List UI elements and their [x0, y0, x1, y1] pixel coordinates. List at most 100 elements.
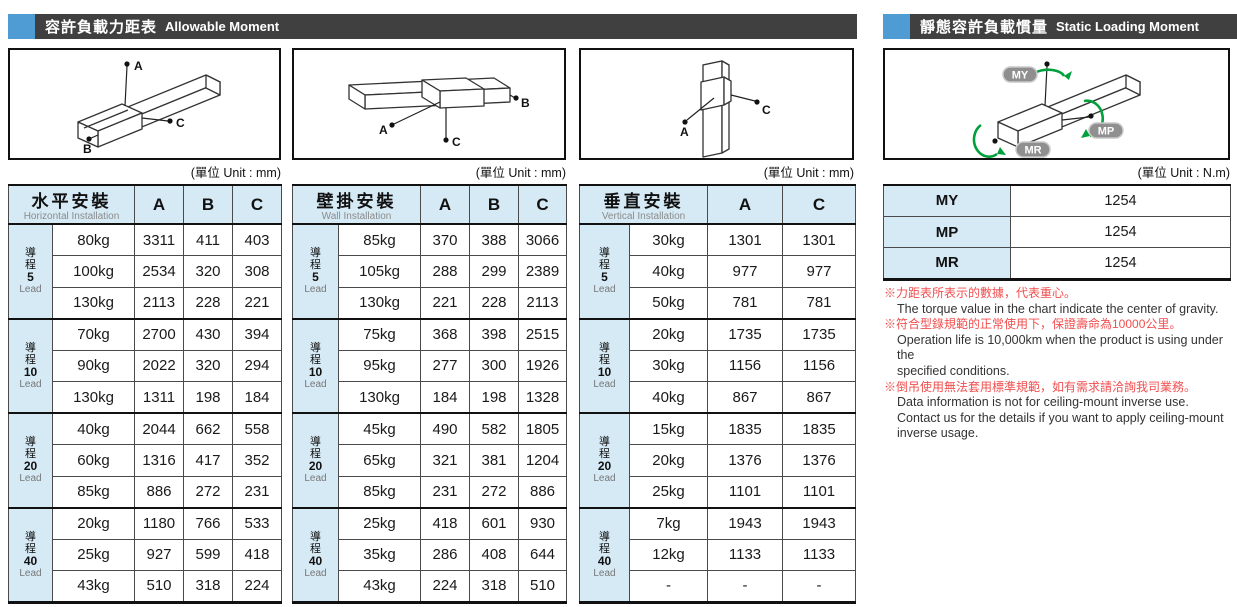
- value-cell: 318: [183, 570, 234, 603]
- value-cell: 308: [232, 255, 283, 288]
- my-arrowhead: [1064, 71, 1072, 80]
- lead-label-zh: 導程: [310, 436, 321, 461]
- value-cell: 2044: [134, 412, 185, 445]
- note-en: specified conditions.: [897, 363, 1010, 378]
- table-row: 25kg 927 599 418: [9, 538, 283, 571]
- value-cell: 272: [469, 475, 519, 508]
- section-title-en: Static Loading Moment: [1056, 19, 1200, 34]
- value-cell: 299: [469, 255, 519, 288]
- carriage-step-line: [83, 109, 129, 129]
- value-cell: 1735: [707, 317, 784, 351]
- load-cell: 130kg: [51, 286, 136, 319]
- value-cell: 417: [183, 444, 234, 477]
- header-accent-square: [883, 14, 910, 39]
- value-cell: 288: [420, 255, 470, 288]
- load-cell: 43kg: [51, 570, 136, 603]
- value-cell: 1156: [782, 349, 857, 382]
- my-axis-dot: [1044, 61, 1050, 67]
- vertical-installation-table: 垂直安裝 Vertical Installation A C 導程 5 Lead 30…: [578, 184, 857, 604]
- static-loading-table: MY 1254 MP 1254 MR 1254: [883, 184, 1231, 281]
- value-cell: 1805: [518, 412, 567, 445]
- table-title-cell: 水平安裝 Horizontal Installation: [7, 184, 136, 225]
- load-cell: 25kg: [338, 506, 421, 540]
- load-cell: 30kg: [628, 223, 709, 256]
- note-item: ※符合型錄規範的正常使用下，保證壽命為10000公里。 Operation li…: [884, 317, 1234, 379]
- lead-group-cell: 導程 10 Lead: [8, 317, 53, 414]
- value-cell: 1943: [782, 506, 857, 540]
- lead-group-cell: 導程 40 Lead: [579, 506, 630, 603]
- value-cell: 1316: [134, 444, 185, 477]
- lead-group-cell: 導程 5 Lead: [579, 223, 630, 319]
- load-cell: 45kg: [338, 412, 421, 445]
- note-en: Operation life is 10,000km when the prod…: [897, 332, 1223, 363]
- table-title-en: Vertical Installation: [601, 211, 686, 222]
- lead-label-zh: 導程: [25, 247, 36, 272]
- load-cell: 65kg: [338, 444, 421, 477]
- moment-label-cell: MP: [883, 215, 1011, 249]
- isometric-rail-drawing: A C: [680, 60, 771, 158]
- point-b-dot: [86, 136, 92, 142]
- table-row: 30kg 1156 1156: [580, 349, 857, 382]
- value-cell: 318: [469, 570, 519, 603]
- lead-label-en: Lead: [304, 378, 327, 390]
- lead-number: 20: [597, 459, 612, 474]
- rail-end-face: [1125, 74, 1141, 96]
- header-bar: 靜態容許負載慣量 Static Loading Moment: [910, 14, 1237, 39]
- lead-label-en: Lead: [593, 284, 616, 296]
- load-cell: 20kg: [628, 317, 709, 351]
- allowable-moment-section-header: 容許負載力距表 Allowable Moment: [8, 14, 857, 39]
- value-cell: 294: [232, 349, 283, 382]
- value-cell: 1133: [707, 538, 784, 571]
- value-cell: 408: [469, 538, 519, 571]
- isometric-rail-drawing: A B C: [348, 77, 530, 149]
- lead-group-cell: 導程 5 Lead: [292, 223, 339, 319]
- load-cell: 130kg: [338, 381, 421, 414]
- unit-caption-mm: (單位 Unit : mm): [763, 166, 854, 180]
- carriage-left-face: [77, 121, 99, 148]
- carriage-left-face: [421, 79, 441, 109]
- value-cell: 1101: [782, 475, 857, 508]
- load-cell: 40kg: [628, 381, 709, 414]
- lead-label-en: Lead: [593, 567, 616, 579]
- value-cell: 418: [420, 506, 470, 540]
- load-cell: 100kg: [51, 255, 136, 288]
- value-cell: 398: [469, 317, 519, 351]
- load-cell: 25kg: [51, 538, 136, 571]
- value-cell: 662: [183, 412, 234, 445]
- header-accent-square: [8, 14, 35, 39]
- section-title-en: Allowable Moment: [165, 19, 280, 34]
- value-cell: 3066: [518, 223, 567, 256]
- value-cell: 886: [134, 475, 185, 508]
- lead-label-zh: 導程: [310, 247, 321, 272]
- value-cell: 2113: [134, 286, 185, 319]
- value-cell: 1943: [707, 506, 784, 540]
- mr-badge: [1015, 141, 1051, 158]
- load-cell: 20kg: [628, 444, 709, 477]
- table-row: MP 1254: [883, 215, 1231, 249]
- mp-arrowhead: [1081, 129, 1090, 138]
- lead-number: 5: [27, 270, 34, 285]
- table-row: 40kg 867 867: [580, 381, 857, 414]
- value-cell: 228: [183, 286, 234, 319]
- lead-group-cell: 導程 5 Lead: [8, 223, 53, 319]
- table-row: 導程 5 Lead 85kg 370 388 3066: [292, 223, 567, 319]
- value-cell: 1835: [782, 412, 857, 445]
- table-row: 43kg 224 318 510: [293, 570, 567, 603]
- value-cell: 977: [707, 255, 784, 288]
- load-cell: 15kg: [628, 412, 709, 445]
- point-b-dot: [513, 95, 519, 101]
- value-cell: 231: [420, 475, 470, 508]
- value-cell: 510: [518, 570, 567, 603]
- table-row: 35kg 286 408 644: [293, 538, 567, 571]
- value-cell: 2113: [518, 286, 567, 319]
- lead-group-cell: 導程 40 Lead: [8, 506, 53, 603]
- value-cell: 886: [518, 475, 567, 508]
- load-cell: 30kg: [628, 349, 709, 382]
- value-cell: 599: [183, 538, 234, 571]
- value-cell: 1180: [134, 506, 185, 540]
- lead-number: 10: [308, 364, 323, 379]
- horizontal-installation-diagram: A B C: [8, 48, 281, 160]
- lead-label-zh: 導程: [599, 436, 610, 461]
- value-cell: 1133: [782, 538, 857, 571]
- value-cell: 228: [469, 286, 519, 319]
